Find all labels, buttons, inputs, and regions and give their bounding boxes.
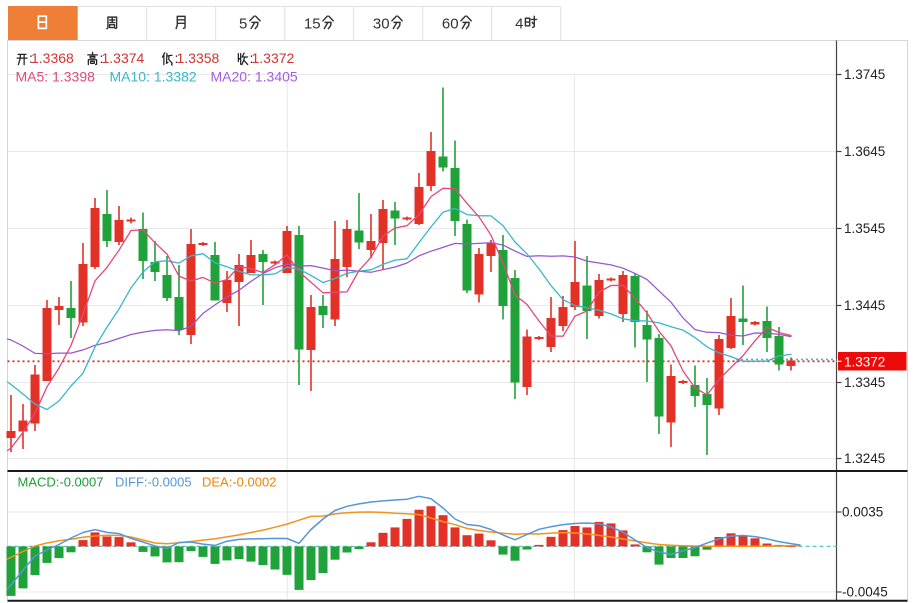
svg-text::: : — [100, 50, 104, 66]
svg-text:1.3372: 1.3372 — [844, 354, 885, 369]
svg-text:DIFF:-0.0005: DIFF:-0.0005 — [115, 475, 192, 490]
svg-text:1.3368: 1.3368 — [31, 50, 74, 66]
svg-text::: : — [175, 50, 179, 66]
svg-text:1.3372: 1.3372 — [252, 50, 295, 66]
svg-text:1.3345: 1.3345 — [844, 375, 885, 390]
svg-text:60: 60 — [442, 16, 459, 33]
svg-text:MA20: 1.3405: MA20: 1.3405 — [211, 69, 298, 85]
svg-text:1.3445: 1.3445 — [844, 298, 885, 313]
svg-text:1.3374: 1.3374 — [102, 50, 145, 66]
svg-text:MA10: 1.3382: MA10: 1.3382 — [110, 69, 197, 85]
svg-text:DEA:-0.0002: DEA:-0.0002 — [202, 475, 276, 490]
svg-text:15: 15 — [304, 16, 321, 33]
svg-text:MACD:-0.0007: MACD:-0.0007 — [18, 475, 104, 490]
svg-text:1.3358: 1.3358 — [177, 50, 220, 66]
svg-text::: : — [250, 50, 254, 66]
svg-text:-0.0045: -0.0045 — [842, 585, 888, 600]
svg-text:4: 4 — [515, 16, 523, 33]
svg-text::: : — [29, 50, 33, 66]
svg-text:5: 5 — [239, 16, 247, 33]
svg-text:1.3245: 1.3245 — [844, 451, 885, 466]
svg-text:1.3645: 1.3645 — [844, 144, 885, 159]
svg-text:MA5: 1.3398: MA5: 1.3398 — [16, 69, 96, 85]
svg-text:1.3545: 1.3545 — [844, 221, 885, 236]
svg-text:30: 30 — [373, 16, 390, 33]
svg-text:1.3745: 1.3745 — [844, 67, 885, 82]
svg-text:0.0035: 0.0035 — [842, 505, 883, 520]
